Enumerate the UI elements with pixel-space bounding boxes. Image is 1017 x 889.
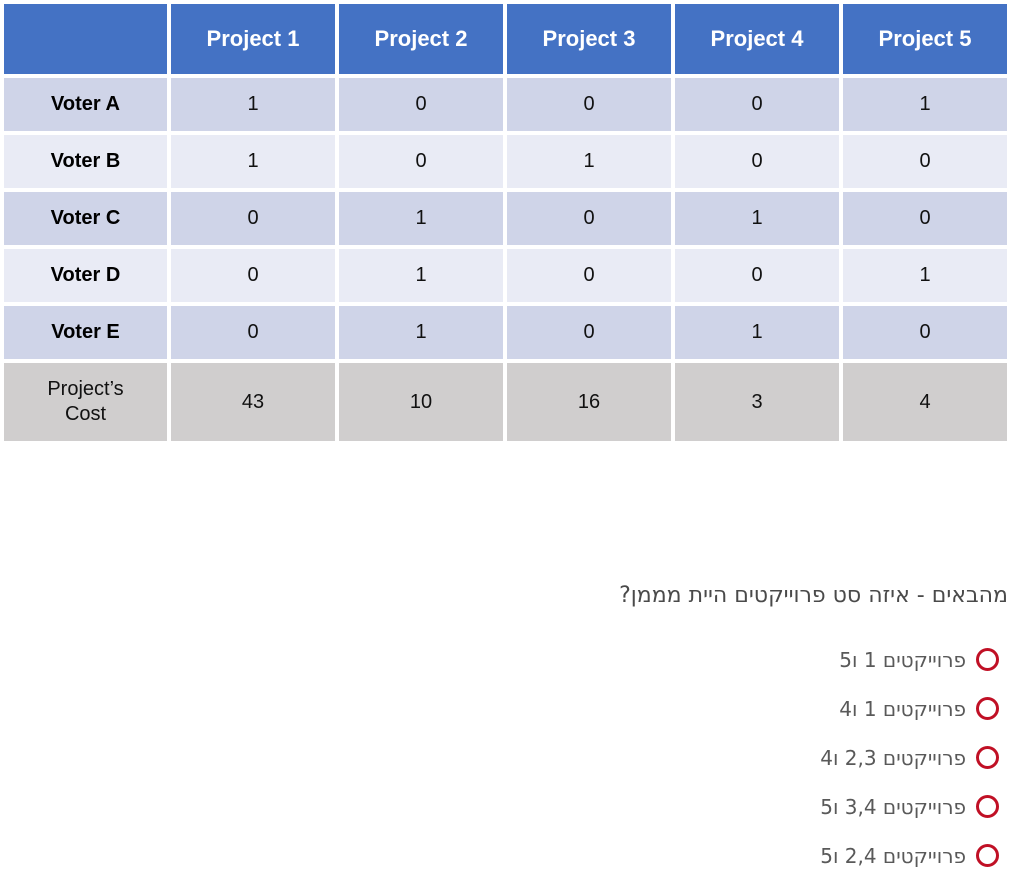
radio-button-icon[interactable] (976, 844, 999, 867)
cost-cell: 10 (339, 363, 503, 441)
vote-cell: 0 (843, 306, 1007, 359)
vote-cell: 0 (507, 192, 671, 245)
vote-cell: 0 (843, 135, 1007, 188)
row-label: Voter E (4, 306, 167, 359)
corner-cell (4, 4, 167, 74)
vote-cell: 1 (171, 135, 335, 188)
radio-option[interactable]: פרוייקטים 3,4 ו5 (820, 782, 999, 831)
option-label[interactable]: פרוייקטים 1 ו4 (839, 696, 966, 721)
vote-cell: 0 (675, 249, 839, 302)
cost-cell: 16 (507, 363, 671, 441)
vote-cell: 0 (171, 249, 335, 302)
vote-cell: 0 (843, 192, 1007, 245)
column-header: Project 4 (675, 4, 839, 74)
cost-cell: 4 (843, 363, 1007, 441)
voting-table: Project 1 Project 2 Project 3 Project 4 Proj… (0, 0, 1011, 445)
cost-cell: 3 (675, 363, 839, 441)
vote-cell: 1 (843, 78, 1007, 131)
radio-option[interactable]: פרוייקטים 2,3 ו4 (820, 733, 999, 782)
radio-button-icon[interactable] (976, 697, 999, 720)
vote-cell: 0 (507, 306, 671, 359)
row-label: Voter A (4, 78, 167, 131)
cost-row: Project’s Cost 43 10 16 3 4 (4, 363, 1007, 441)
radio-option-group: פרוייקטים 1 ו5 פרוייקטים 1 ו4 פרוייקטים 2,… (820, 635, 999, 880)
option-label[interactable]: פרוייקטים 2,3 ו4 (820, 745, 966, 770)
radio-button-icon[interactable] (976, 648, 999, 671)
vote-cell: 1 (507, 135, 671, 188)
vote-cell: 1 (843, 249, 1007, 302)
vote-cell: 0 (507, 249, 671, 302)
option-label[interactable]: פרוייקטים 1 ו5 (839, 647, 966, 672)
header-row: Project 1 Project 2 Project 3 Project 4 Proj… (4, 4, 1007, 74)
radio-button-icon[interactable] (976, 795, 999, 818)
vote-cell: 0 (171, 192, 335, 245)
vote-cell: 1 (675, 192, 839, 245)
vote-cell: 0 (507, 78, 671, 131)
radio-button-icon[interactable] (976, 746, 999, 769)
vote-cell: 0 (675, 135, 839, 188)
vote-cell: 1 (339, 192, 503, 245)
vote-cell: 0 (171, 306, 335, 359)
column-header: Project 1 (171, 4, 335, 74)
row-label: Voter D (4, 249, 167, 302)
vote-cell: 0 (339, 135, 503, 188)
column-header: Project 5 (843, 4, 1007, 74)
radio-option[interactable]: פרוייקטים 1 ו4 (820, 684, 999, 733)
radio-option[interactable]: פרוייקטים 1 ו5 (820, 635, 999, 684)
cost-cell: 43 (171, 363, 335, 441)
option-label[interactable]: פרוייקטים 2,4 ו5 (820, 843, 966, 868)
vote-cell: 1 (171, 78, 335, 131)
cost-row-label: Project’s Cost (4, 363, 167, 441)
option-label[interactable]: פרוייקטים 3,4 ו5 (820, 794, 966, 819)
vote-cell: 1 (339, 306, 503, 359)
table-body: Voter A 1 0 0 0 1 Voter B 1 0 1 0 0 Voter C 0 1 0 1 0 Vote… (4, 78, 1007, 441)
vote-cell: 1 (339, 249, 503, 302)
column-header: Project 2 (339, 4, 503, 74)
vote-cell: 0 (339, 78, 503, 131)
row-label: Voter C (4, 192, 167, 245)
question-text: מהבאים - איזה סט פרוייקטים היית מממן? (619, 583, 1008, 608)
radio-option[interactable]: פרוייקטים 2,4 ו5 (820, 831, 999, 880)
row-label: Voter B (4, 135, 167, 188)
vote-cell: 0 (675, 78, 839, 131)
vote-cell: 1 (675, 306, 839, 359)
column-header: Project 3 (507, 4, 671, 74)
